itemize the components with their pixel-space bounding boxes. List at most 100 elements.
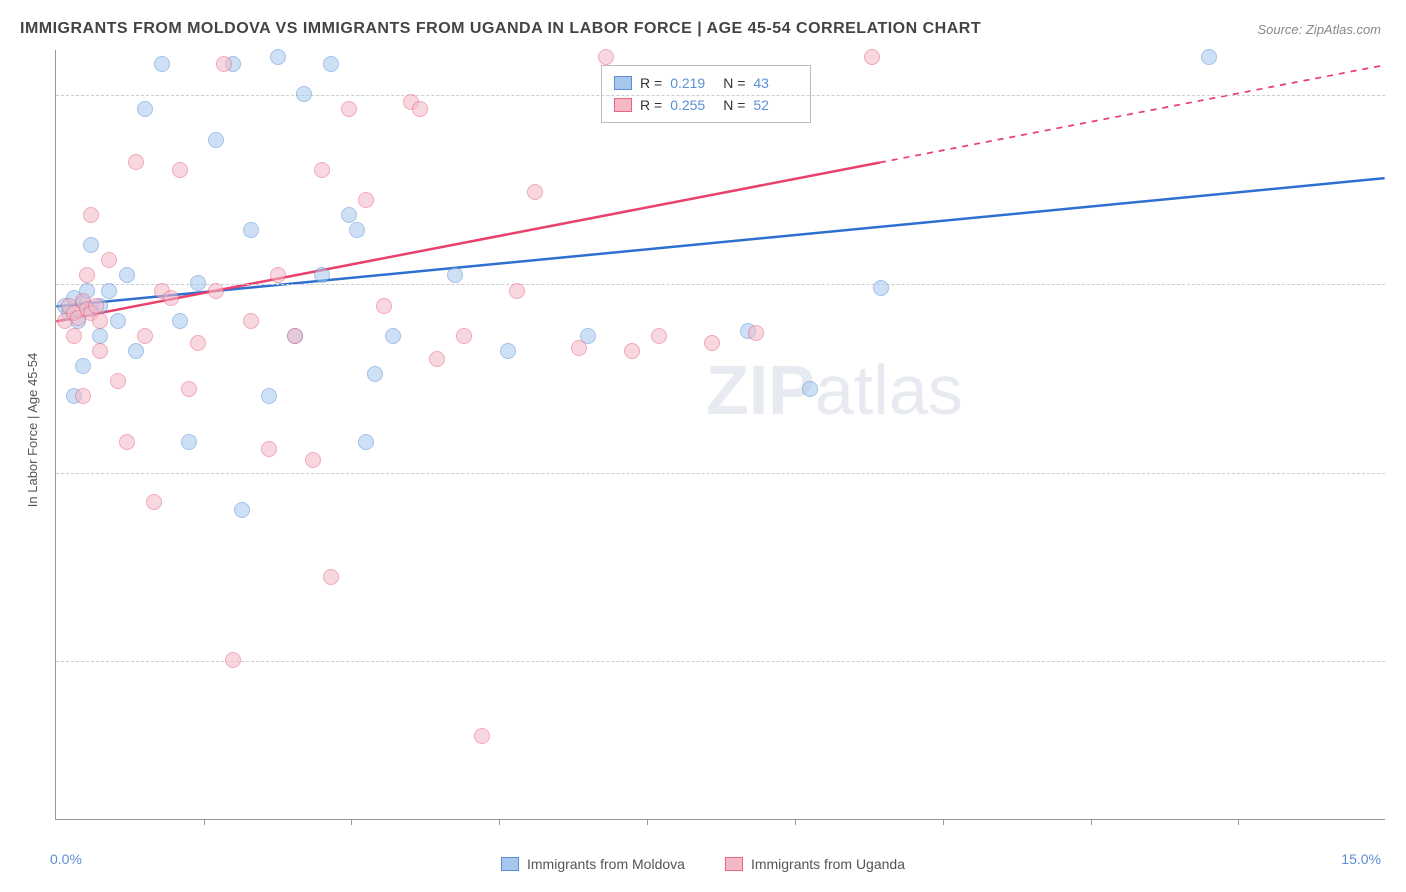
stats-legend-box: R =0.219N =43R =0.255N =52 [601,65,811,123]
x-tick [351,819,352,825]
y-tick-label: 87.5% [1395,277,1406,292]
r-label: R = [640,97,662,113]
scatter-point [349,222,365,238]
scatter-point [296,86,312,102]
r-label: R = [640,75,662,91]
scatter-point [376,298,392,314]
bottom-legend: Immigrants from Moldova Immigrants from … [0,856,1406,872]
legend-item-uganda: Immigrants from Uganda [725,856,905,872]
x-tick [499,819,500,825]
scatter-point [704,335,720,351]
scatter-point [1201,49,1217,65]
y-axis-label: In Labor Force | Age 45-54 [25,353,40,507]
scatter-point [128,343,144,359]
n-label: N = [723,75,745,91]
scatter-point [181,434,197,450]
scatter-point [261,388,277,404]
scatter-point [287,328,303,344]
scatter-point [190,335,206,351]
scatter-point [163,290,179,306]
scatter-point [270,49,286,65]
scatter-point [305,452,321,468]
x-tick [204,819,205,825]
scatter-point [323,56,339,72]
scatter-point [216,56,232,72]
scatter-point [651,328,667,344]
scatter-point [358,434,374,450]
scatter-point [802,381,818,397]
legend-swatch-uganda [725,857,743,871]
scatter-point [748,325,764,341]
scatter-point [358,192,374,208]
scatter-point [92,328,108,344]
scatter-point [119,267,135,283]
scatter-point [341,101,357,117]
scatter-point [314,267,330,283]
scatter-point [261,441,277,457]
scatter-point [571,340,587,356]
scatter-point [341,207,357,223]
scatter-point [429,351,445,367]
scatter-point [137,101,153,117]
scatter-point [225,652,241,668]
scatter-point [119,434,135,450]
scatter-point [243,313,259,329]
scatter-point [83,207,99,223]
gridline [56,95,1385,96]
scatter-point [624,343,640,359]
source-attribution: Source: ZipAtlas.com [1257,22,1381,37]
scatter-point [101,283,117,299]
scatter-point [172,313,188,329]
trend-line [56,178,1384,306]
scatter-point [234,502,250,518]
n-label: N = [723,97,745,113]
x-tick [647,819,648,825]
r-value: 0.255 [670,97,715,113]
scatter-point [474,728,490,744]
scatter-point [110,313,126,329]
scatter-point [75,388,91,404]
scatter-point [190,275,206,291]
scatter-point [314,162,330,178]
scatter-point [208,283,224,299]
x-tick [1091,819,1092,825]
trend-lines-layer [56,50,1385,819]
scatter-point [456,328,472,344]
scatter-point [385,328,401,344]
scatter-point [66,328,82,344]
legend-swatch [614,98,632,112]
scatter-point [367,366,383,382]
n-value: 43 [753,75,798,91]
legend-label-moldova: Immigrants from Moldova [527,856,685,872]
scatter-point [270,267,286,283]
x-tick [1238,819,1239,825]
legend-swatch-moldova [501,857,519,871]
y-tick-label: 100.0% [1395,88,1406,103]
stats-legend-row: R =0.255N =52 [614,94,798,116]
gridline [56,473,1385,474]
scatter-point [447,267,463,283]
scatter-point [92,313,108,329]
scatter-point [412,101,428,117]
scatter-point [154,56,170,72]
gridline [56,284,1385,285]
scatter-point [873,280,889,296]
scatter-point [243,222,259,238]
legend-item-moldova: Immigrants from Moldova [501,856,685,872]
legend-swatch [614,76,632,90]
trend-line-extrapolated [880,65,1385,162]
scatter-point [101,252,117,268]
plot-area: ZIPatlas R =0.219N =43R =0.255N =52 62.5… [55,50,1385,820]
scatter-point [181,381,197,397]
legend-label-uganda: Immigrants from Uganda [751,856,905,872]
scatter-point [88,298,104,314]
scatter-point [172,162,188,178]
scatter-point [527,184,543,200]
trend-line [56,162,880,321]
scatter-point [864,49,880,65]
scatter-point [208,132,224,148]
stats-legend-row: R =0.219N =43 [614,72,798,94]
scatter-point [79,267,95,283]
scatter-point [92,343,108,359]
gridline [56,661,1385,662]
